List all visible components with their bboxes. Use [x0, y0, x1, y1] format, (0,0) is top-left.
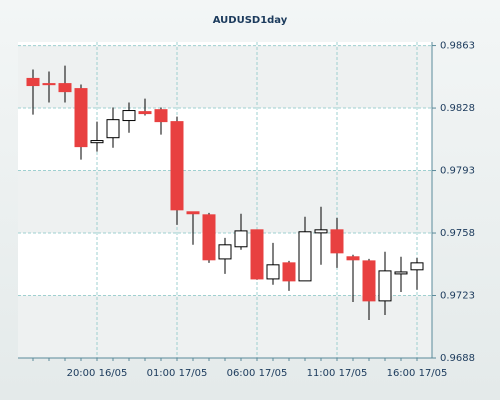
candle-body — [74, 88, 88, 148]
candle-body — [346, 256, 360, 261]
candle-body — [266, 264, 280, 280]
candle-body — [26, 77, 40, 87]
chart-title: AUDUSD1day — [213, 15, 288, 26]
x-tick-label: 20:00 16/05 — [67, 368, 128, 379]
candle-body — [314, 229, 328, 234]
candle-body — [362, 260, 376, 302]
x-tick-label: 11:00 17/05 — [307, 368, 368, 379]
candle-body — [106, 119, 120, 139]
candle-body — [122, 110, 136, 122]
candle-body — [330, 229, 344, 254]
candle-body — [170, 121, 184, 211]
candle-body — [234, 230, 248, 248]
y-tick-label: 0.9793 — [440, 166, 475, 177]
y-tick-label: 0.9828 — [440, 103, 475, 114]
candle-body — [218, 244, 232, 260]
candle-body — [42, 83, 56, 86]
band — [18, 170, 432, 234]
band — [18, 295, 432, 358]
y-tick-label: 0.9758 — [440, 228, 475, 239]
candle-body — [138, 111, 152, 115]
candle-body — [298, 231, 312, 282]
candle-body — [58, 83, 72, 93]
candle-body — [250, 229, 264, 280]
x-tick-label: 16:00 17/05 — [387, 368, 448, 379]
candle-body — [154, 109, 168, 123]
candle-body — [90, 140, 104, 144]
candle-body — [186, 211, 200, 215]
candle-body — [410, 262, 424, 271]
x-tick-label: 01:00 17/05 — [147, 368, 208, 379]
y-tick-label: 0.9863 — [440, 41, 475, 52]
y-tick-label: 0.9723 — [440, 291, 475, 302]
candle-body — [394, 271, 408, 275]
candle-body — [378, 270, 392, 302]
candle-body — [202, 214, 216, 261]
y-tick-label: 0.9688 — [440, 353, 475, 364]
x-tick-label: 06:00 17/05 — [227, 368, 288, 379]
candle-body — [282, 262, 296, 282]
